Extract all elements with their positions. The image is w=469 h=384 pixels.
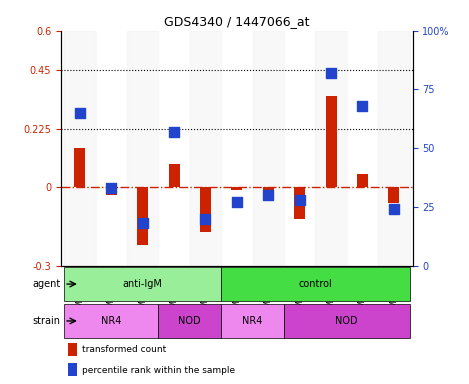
Point — [107, 185, 115, 191]
Bar — [137, 187, 148, 245]
FancyBboxPatch shape — [221, 267, 409, 301]
Point — [327, 70, 335, 76]
Bar — [315, 31, 347, 266]
Point — [233, 199, 241, 205]
Point — [170, 129, 178, 135]
FancyBboxPatch shape — [64, 267, 221, 301]
Bar — [263, 187, 274, 192]
Bar — [284, 31, 315, 266]
Text: agent: agent — [32, 279, 61, 289]
Text: NOD: NOD — [178, 316, 201, 326]
Title: GDS4340 / 1447066_at: GDS4340 / 1447066_at — [164, 15, 310, 28]
Bar — [64, 31, 96, 266]
Bar — [325, 96, 337, 187]
Bar — [190, 31, 221, 266]
Point — [265, 192, 272, 198]
Text: NOD: NOD — [335, 316, 358, 326]
Point — [359, 103, 366, 109]
Bar — [96, 31, 127, 266]
Text: strain: strain — [32, 316, 61, 326]
Text: NR4: NR4 — [101, 316, 121, 326]
Point — [296, 197, 303, 203]
FancyBboxPatch shape — [284, 305, 409, 338]
Bar — [74, 148, 85, 187]
Bar — [347, 31, 378, 266]
Bar — [231, 187, 242, 190]
Point — [139, 220, 146, 227]
Bar — [378, 31, 409, 266]
Text: transformed count: transformed count — [82, 345, 166, 354]
Bar — [68, 363, 77, 376]
Text: percentile rank within the sample: percentile rank within the sample — [82, 366, 235, 374]
Point — [202, 215, 209, 222]
Bar — [68, 343, 77, 356]
Bar — [168, 164, 180, 187]
Bar — [357, 174, 368, 187]
Bar — [252, 31, 284, 266]
Bar — [159, 31, 190, 266]
Bar — [221, 31, 252, 266]
Point — [76, 110, 83, 116]
FancyBboxPatch shape — [159, 305, 221, 338]
FancyBboxPatch shape — [64, 305, 159, 338]
Point — [390, 206, 398, 212]
FancyBboxPatch shape — [221, 305, 284, 338]
Text: anti-IgM: anti-IgM — [123, 279, 163, 289]
Bar — [200, 187, 211, 232]
Bar — [388, 187, 400, 203]
Bar — [294, 187, 305, 218]
Bar — [127, 31, 159, 266]
Bar — [106, 187, 117, 195]
Text: control: control — [298, 279, 332, 289]
Text: NR4: NR4 — [242, 316, 263, 326]
